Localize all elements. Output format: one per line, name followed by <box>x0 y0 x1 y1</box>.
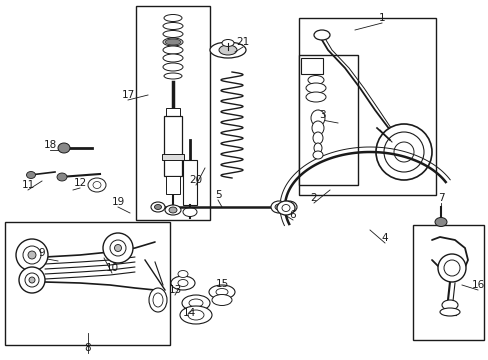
Ellipse shape <box>222 40 234 46</box>
Text: 12: 12 <box>73 178 86 188</box>
Ellipse shape <box>312 132 323 144</box>
Ellipse shape <box>274 204 283 210</box>
Ellipse shape <box>187 310 203 320</box>
Text: 21: 21 <box>236 37 249 47</box>
Text: 8: 8 <box>84 343 91 353</box>
Ellipse shape <box>93 181 101 189</box>
Circle shape <box>114 244 121 252</box>
Ellipse shape <box>212 294 231 306</box>
Ellipse shape <box>58 143 70 153</box>
Bar <box>301 58 323 74</box>
Text: 17: 17 <box>121 90 134 100</box>
Text: 14: 14 <box>182 308 195 318</box>
Text: 9: 9 <box>39 248 45 258</box>
Bar <box>5 222 170 345</box>
Text: 16: 16 <box>470 280 484 290</box>
Ellipse shape <box>310 110 325 126</box>
Ellipse shape <box>163 63 183 71</box>
Ellipse shape <box>441 300 457 310</box>
Ellipse shape <box>164 39 181 45</box>
Circle shape <box>393 142 413 162</box>
Ellipse shape <box>439 308 459 316</box>
Text: 11: 11 <box>21 180 35 190</box>
Ellipse shape <box>285 204 292 210</box>
Ellipse shape <box>281 201 296 213</box>
Text: 18: 18 <box>43 140 57 150</box>
Circle shape <box>23 246 41 264</box>
Ellipse shape <box>282 204 289 211</box>
Text: 3: 3 <box>318 110 325 120</box>
Ellipse shape <box>88 178 106 192</box>
Text: 2: 2 <box>310 193 317 203</box>
Ellipse shape <box>313 30 329 40</box>
Bar <box>183 160 197 205</box>
Bar <box>136 6 209 220</box>
Ellipse shape <box>178 279 187 287</box>
Ellipse shape <box>219 45 237 55</box>
Bar <box>162 154 183 160</box>
Ellipse shape <box>169 207 177 213</box>
Circle shape <box>443 260 459 276</box>
Ellipse shape <box>178 270 187 278</box>
Ellipse shape <box>270 201 286 213</box>
Ellipse shape <box>153 293 163 307</box>
Text: 10: 10 <box>105 263 118 273</box>
Circle shape <box>383 132 423 172</box>
Ellipse shape <box>307 76 324 85</box>
Circle shape <box>28 251 36 259</box>
Ellipse shape <box>189 299 203 307</box>
Ellipse shape <box>313 143 321 153</box>
Circle shape <box>437 254 465 282</box>
Bar <box>165 108 180 116</box>
Ellipse shape <box>163 46 183 54</box>
Ellipse shape <box>182 295 209 311</box>
Circle shape <box>110 240 126 256</box>
Text: 4: 4 <box>381 233 387 243</box>
Text: 20: 20 <box>189 175 202 185</box>
Text: 5: 5 <box>214 190 221 200</box>
Bar <box>298 55 357 185</box>
Ellipse shape <box>434 217 446 226</box>
Ellipse shape <box>26 171 36 179</box>
Ellipse shape <box>163 22 183 30</box>
Ellipse shape <box>180 306 212 324</box>
Ellipse shape <box>311 121 324 135</box>
Bar <box>298 18 435 195</box>
Circle shape <box>25 273 39 287</box>
Circle shape <box>375 124 431 180</box>
Bar <box>165 176 180 194</box>
Ellipse shape <box>276 201 294 215</box>
Text: 7: 7 <box>437 193 444 203</box>
Text: 6: 6 <box>289 210 296 220</box>
Ellipse shape <box>164 205 181 215</box>
Text: 13: 13 <box>168 285 181 295</box>
Ellipse shape <box>57 173 67 181</box>
Ellipse shape <box>163 73 182 79</box>
Ellipse shape <box>151 202 164 212</box>
Text: 15: 15 <box>215 279 228 289</box>
Circle shape <box>19 267 45 293</box>
Ellipse shape <box>305 92 325 102</box>
Ellipse shape <box>163 31 183 37</box>
Ellipse shape <box>171 276 195 290</box>
Ellipse shape <box>208 285 235 299</box>
Circle shape <box>29 277 35 283</box>
Ellipse shape <box>183 207 197 216</box>
Bar <box>412 225 483 340</box>
Ellipse shape <box>163 38 183 46</box>
Ellipse shape <box>149 288 167 312</box>
Ellipse shape <box>154 204 161 210</box>
Bar <box>163 116 182 176</box>
Ellipse shape <box>163 14 182 22</box>
Ellipse shape <box>216 288 227 296</box>
Text: 19: 19 <box>111 197 124 207</box>
Ellipse shape <box>312 151 323 159</box>
Ellipse shape <box>163 54 183 62</box>
Circle shape <box>103 233 133 263</box>
Text: 1: 1 <box>378 13 385 23</box>
Ellipse shape <box>209 42 245 58</box>
Circle shape <box>16 239 48 271</box>
Ellipse shape <box>305 83 325 93</box>
